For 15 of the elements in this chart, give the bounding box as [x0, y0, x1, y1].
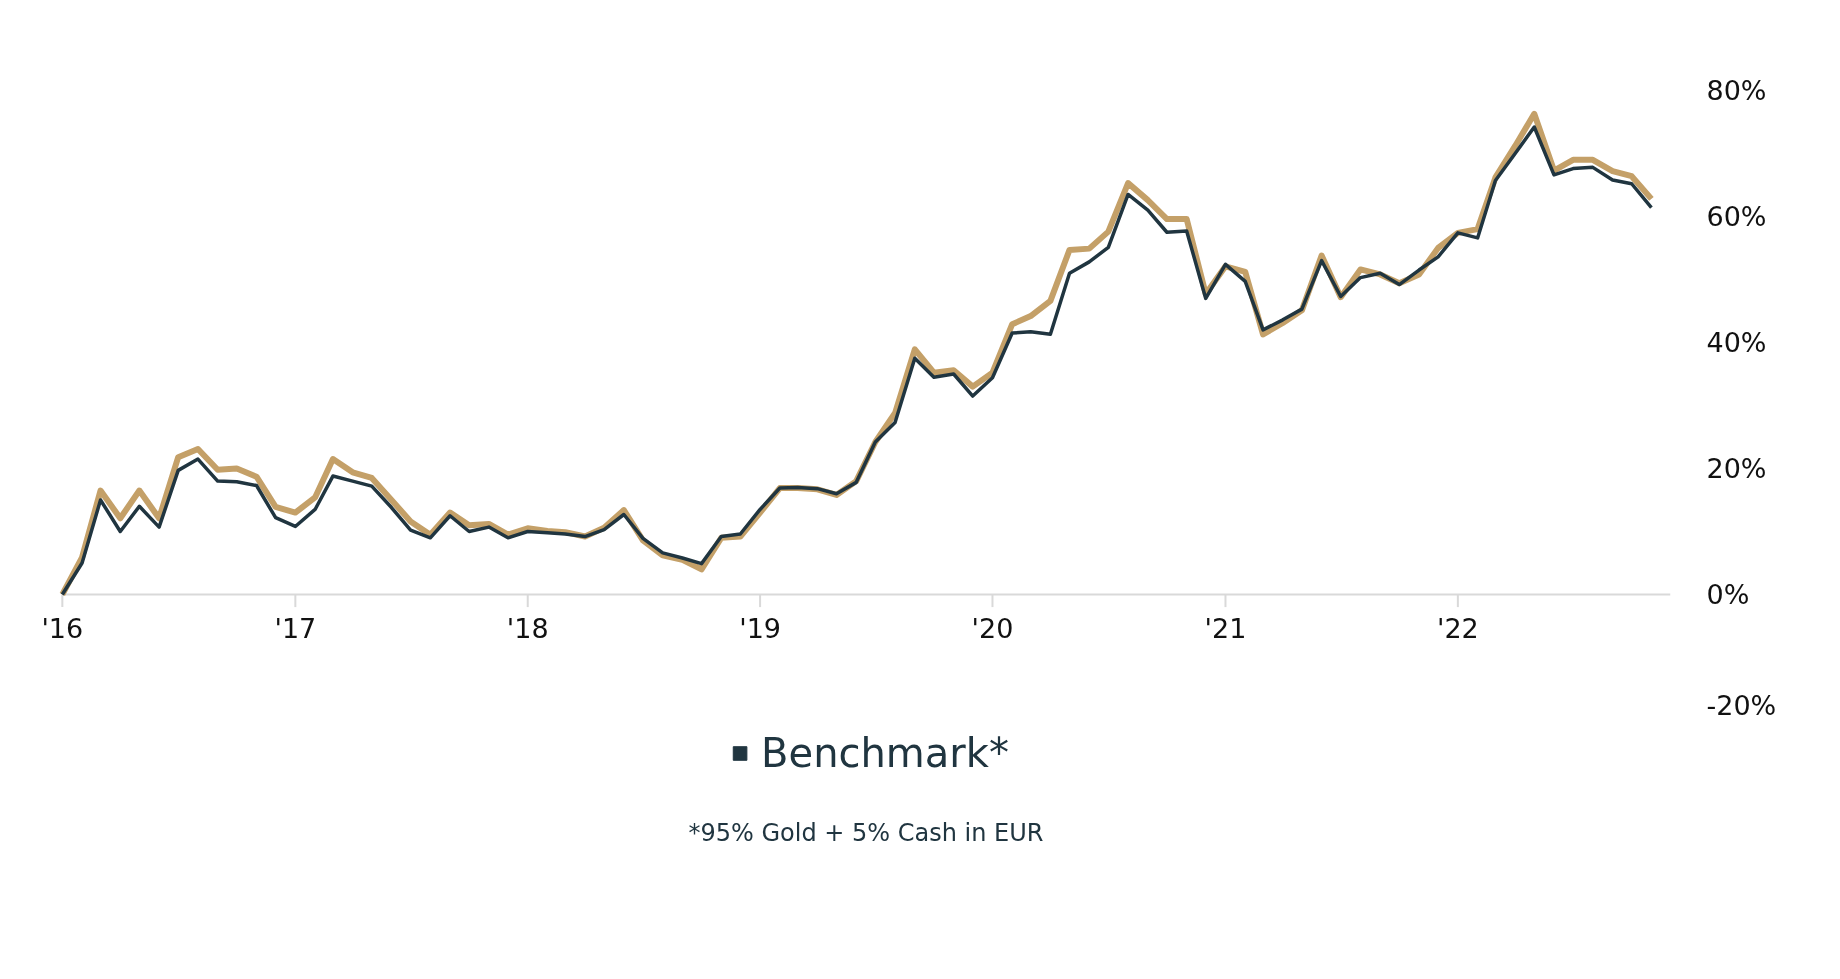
y-tick-label: 20% [1706, 453, 1767, 484]
x-tick-label: '17 [274, 613, 317, 645]
y-tick-label: 80% [1706, 75, 1767, 106]
legend-label: Benchmark* [761, 730, 1009, 776]
x-tick-label: '20 [971, 613, 1014, 645]
x-tick-label: '21 [1204, 613, 1247, 645]
x-tick-label: '16 [41, 613, 84, 645]
x-tick-label: '22 [1436, 613, 1479, 645]
x-tick-label: '19 [739, 613, 781, 645]
y-tick-label: 60% [1706, 201, 1767, 232]
y-tick-label: -20% [1706, 689, 1777, 721]
x-tick-label: '18 [506, 613, 549, 645]
y-tick-label: 40% [1706, 327, 1767, 358]
y-tick-label: 0% [1706, 579, 1750, 610]
text: *95% Gold + 5% Cash in EUR [688, 819, 1044, 847]
